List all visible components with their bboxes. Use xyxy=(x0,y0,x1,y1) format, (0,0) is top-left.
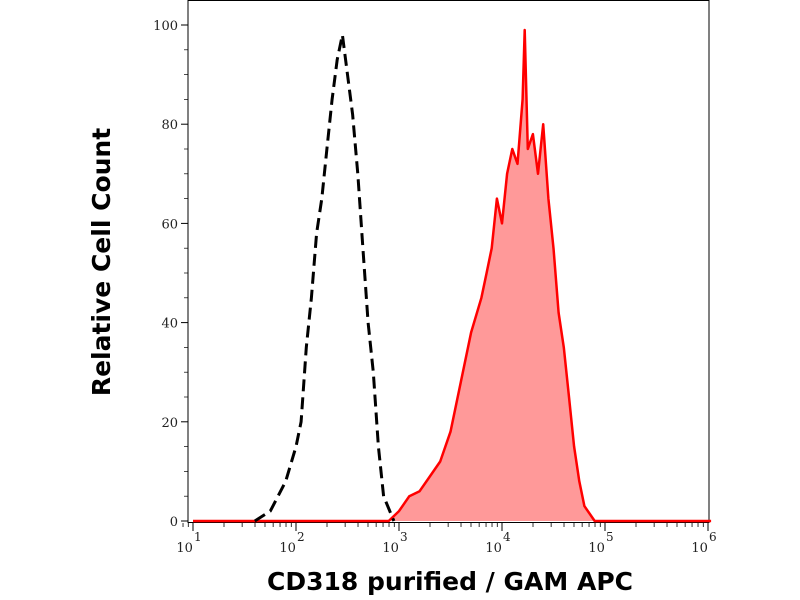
series-line-1 xyxy=(193,28,712,523)
y-tick-label: 60 xyxy=(161,217,178,232)
y-axis-label: Relative Cell Count xyxy=(87,128,116,396)
series-line-0 xyxy=(253,33,396,523)
x-tick-label: 104 xyxy=(485,530,511,556)
x-tick-label: 101 xyxy=(176,530,201,556)
y-tick-label: 80 xyxy=(161,118,178,133)
y-tick-label: 0 xyxy=(170,515,178,530)
y-tick-label: 20 xyxy=(161,416,178,431)
y-tick-label: 100 xyxy=(153,19,178,34)
x-tick-label: 102 xyxy=(279,530,304,556)
x-tick-label: 105 xyxy=(588,530,613,556)
x-axis-label: CD318 purified / GAM APC xyxy=(267,567,633,596)
y-tick-label: 40 xyxy=(161,317,178,332)
x-tick-label: 106 xyxy=(691,530,716,556)
x-tick-label: 103 xyxy=(382,530,407,556)
